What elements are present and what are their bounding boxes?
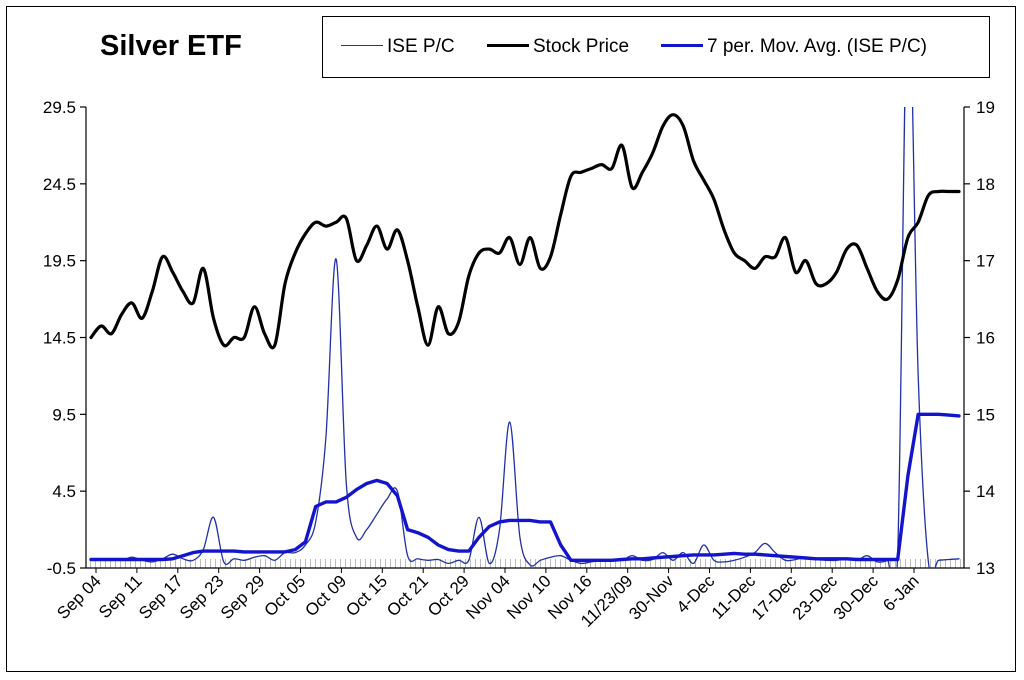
x-axis-tick-label: Sep 04 — [53, 571, 105, 623]
x-axis-tick-label: 6-Jan — [879, 571, 923, 615]
legend-swatch-thick-black-line — [487, 44, 529, 47]
category-axis-hatch — [86, 559, 964, 568]
right-axis-tick-label: 16 — [976, 329, 995, 348]
series-line-stock-price — [89, 113, 961, 350]
left-axis-tick-label: 14.5 — [43, 329, 76, 348]
right-axis-tick-label: 14 — [976, 482, 995, 501]
x-axis-tick-label: Nov 04 — [462, 571, 514, 623]
x-axis-tick-label: Sep 11 — [95, 571, 146, 622]
x-axis-tick-label: Oct 21 — [383, 571, 432, 620]
left-axis-tick-label: -0.5 — [47, 559, 76, 578]
legend-swatch-thick-blue-line — [661, 44, 703, 47]
series-line-ise-pc — [90, 107, 960, 568]
left-axis-tick-label: 19.5 — [43, 252, 76, 271]
x-axis-tick-label: Sep 29 — [217, 571, 269, 623]
series-line-moving-average — [89, 412, 961, 562]
right-axis-tick-label: 19 — [976, 98, 995, 117]
x-axis-tick-label: 30-Dec — [830, 571, 883, 624]
chart-title: Silver ETF — [100, 30, 242, 62]
left-axis-tick-label: 24.5 — [43, 175, 76, 194]
x-axis-tick-label: Sep 23 — [176, 571, 228, 623]
legend-swatch-thin-blue-line — [341, 45, 383, 46]
right-axis-tick-label: 15 — [976, 405, 995, 424]
x-axis-tick-label: Sep 17 — [135, 571, 187, 623]
x-axis-tick-label: Oct 15 — [342, 571, 391, 620]
left-axis-tick-label: 9.5 — [52, 405, 76, 424]
right-axis-tick-label: 18 — [976, 175, 995, 194]
x-axis-tick-label: 30-Nov — [625, 571, 678, 624]
left-axis-tick-label: 29.5 — [43, 98, 76, 117]
right-axis-tick-label: 17 — [976, 252, 995, 271]
x-axis-tick-label: 17-Dec — [748, 571, 801, 624]
legend-label: Stock Price — [533, 36, 630, 57]
chart-legend: ISE P/C Stock Price 7 per. Mov. Avg. (IS… — [322, 16, 990, 78]
left-axis-tick-label: 4.5 — [52, 482, 76, 501]
right-axis-tick-label: 13 — [976, 559, 995, 578]
legend-label: 7 per. Mov. Avg. (ISE P/C) — [707, 36, 927, 57]
legend-label: ISE P/C — [387, 36, 455, 57]
x-axis-tick-label: Oct 05 — [260, 571, 309, 620]
x-axis-tick-label: Oct 09 — [301, 571, 350, 620]
x-axis-tick-label: Nov 10 — [503, 571, 555, 623]
x-axis-tick-label: 23-Dec — [789, 571, 842, 624]
